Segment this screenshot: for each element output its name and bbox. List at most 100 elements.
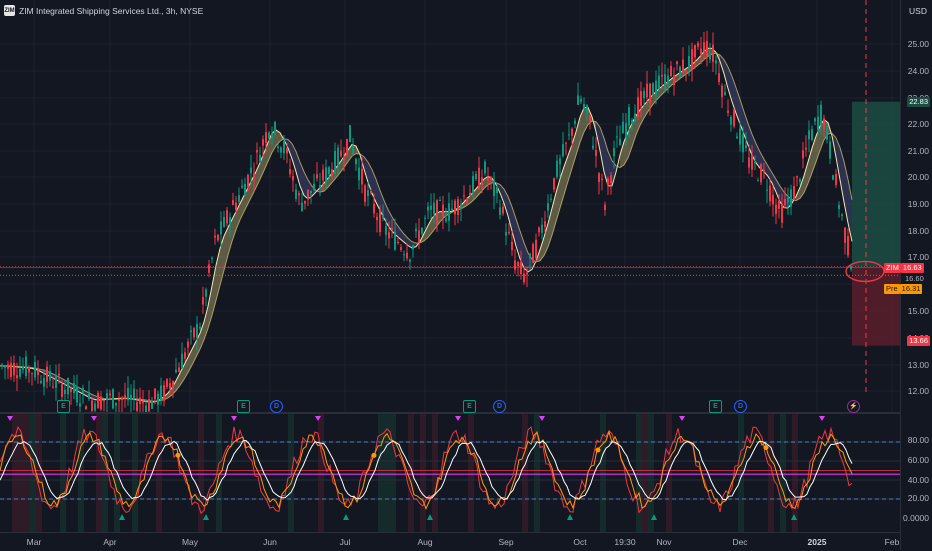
candle-body	[409, 260, 411, 262]
candle-body	[79, 403, 81, 406]
candle-body	[523, 274, 525, 283]
osc-zone	[318, 414, 324, 532]
candle-body	[745, 145, 747, 148]
candle-body	[364, 185, 366, 202]
candle-body	[286, 148, 288, 153]
time-label: Dec	[732, 537, 747, 547]
earnings-badge[interactable]: E	[709, 400, 722, 413]
candle-body	[82, 388, 84, 393]
price-tick: 12.00	[908, 386, 929, 396]
candle-body	[358, 167, 360, 180]
lightning-icon[interactable]: ⚡	[847, 400, 860, 413]
candle-body	[625, 123, 627, 137]
candle-body	[703, 42, 705, 51]
candle-body	[232, 200, 234, 205]
candle-body	[196, 324, 198, 338]
price-chart-pane[interactable]	[0, 0, 900, 412]
candle-body	[184, 352, 186, 358]
candle-body	[700, 49, 702, 55]
candle-body	[391, 228, 393, 230]
currency-label: USD	[909, 6, 927, 16]
candle-body	[454, 201, 456, 215]
price-tick: 13.00	[908, 360, 929, 370]
candle-body	[385, 226, 387, 235]
candle-body	[424, 218, 426, 219]
candle-body	[469, 193, 471, 196]
symbol-title: ZIM Integrated Shipping Services Ltd., 3…	[19, 6, 203, 16]
osc-tick: 60.00	[908, 455, 929, 465]
premarket-price-tag: Pre 16.31	[884, 284, 922, 294]
candle-body	[580, 99, 582, 102]
candle-body	[328, 167, 330, 174]
candle-body	[394, 232, 396, 250]
candle-body	[220, 221, 222, 234]
osc-tick: 40.00	[908, 475, 929, 485]
candle-body	[511, 242, 513, 250]
candle-body	[688, 56, 690, 69]
candle-body	[823, 118, 825, 129]
candle-body	[292, 176, 294, 180]
time-label: Nov	[656, 537, 671, 547]
candle-body	[826, 125, 828, 139]
buy-marker	[567, 514, 573, 520]
candle-body	[544, 221, 546, 227]
slow-ma-line	[0, 53, 852, 401]
time-axis[interactable]: Mar Apr May Jun Jul Aug Sep Oct 19:30 No…	[0, 532, 900, 551]
candle-body	[691, 49, 693, 70]
candle-body	[127, 388, 129, 400]
candle-body	[610, 175, 612, 183]
osc-zone	[36, 414, 42, 532]
candle-body	[199, 327, 201, 329]
candle-body	[121, 397, 123, 400]
candle-body	[589, 116, 591, 122]
candle-body	[670, 66, 672, 76]
candle-body	[313, 184, 315, 191]
dividend-badge[interactable]: D	[270, 400, 283, 413]
earnings-badge[interactable]: E	[57, 400, 70, 413]
candle-body	[298, 193, 300, 195]
candle-body	[493, 181, 495, 197]
candle-body	[262, 139, 264, 145]
candle-body	[760, 164, 762, 182]
symbol-header[interactable]: ZIM ZIM Integrated Shipping Services Ltd…	[4, 5, 203, 16]
candle-body	[10, 363, 12, 377]
osc-dot	[764, 445, 769, 450]
earnings-badge[interactable]: E	[237, 400, 250, 413]
candle-body	[739, 129, 741, 145]
earnings-badge[interactable]: E	[463, 400, 476, 413]
sell-marker	[679, 416, 685, 421]
premarket-label: Pre	[884, 284, 900, 294]
oscillator-pane[interactable]	[0, 414, 900, 532]
candle-body	[13, 363, 15, 375]
time-label: Feb	[885, 537, 900, 547]
candle-body	[73, 383, 75, 393]
candle-body	[202, 297, 204, 304]
candle-body	[631, 120, 633, 124]
osc-zone	[792, 414, 798, 532]
candle-body	[442, 205, 444, 217]
candle-body	[67, 378, 69, 395]
candle-body	[796, 176, 798, 177]
candle-body	[541, 225, 543, 233]
osc-zone	[768, 414, 774, 532]
candle-body	[166, 379, 168, 387]
candle-body	[436, 200, 438, 223]
candle-body	[556, 161, 558, 177]
candle-body	[307, 190, 309, 200]
candle-body	[565, 143, 567, 144]
candle-body	[457, 199, 459, 215]
dividend-badge[interactable]: D	[734, 400, 747, 413]
candle-body	[46, 367, 48, 382]
osc-zone	[102, 414, 108, 532]
candle-body	[730, 117, 732, 125]
dividend-badge[interactable]: D	[493, 400, 506, 413]
candle-body	[649, 84, 651, 104]
candle-body	[622, 122, 624, 133]
candle-body	[499, 207, 501, 215]
candle-body	[226, 210, 228, 223]
candle-body	[400, 247, 402, 250]
price-tick: 19.00	[908, 199, 929, 209]
fast-ma-line	[0, 48, 852, 402]
candle-body	[766, 190, 768, 191]
